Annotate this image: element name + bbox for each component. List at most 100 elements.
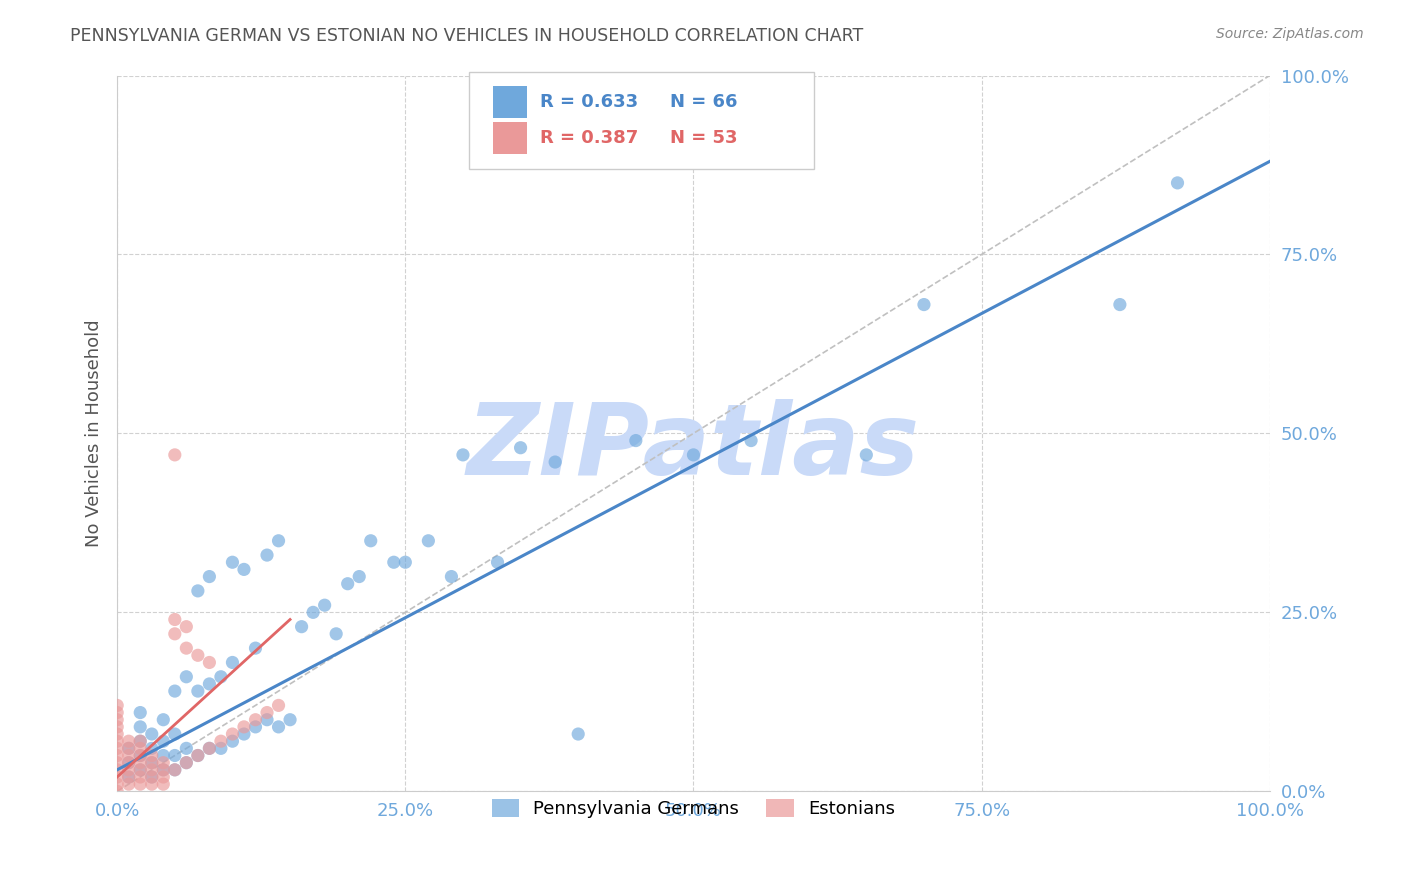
FancyBboxPatch shape — [494, 87, 527, 118]
Point — [163, 448, 186, 462]
Point — [245, 713, 267, 727]
Point — [141, 727, 163, 741]
Point — [233, 720, 256, 734]
Point — [509, 441, 531, 455]
Point — [302, 605, 325, 619]
Point — [129, 777, 152, 791]
Point — [152, 763, 174, 777]
Point — [198, 677, 221, 691]
Point — [682, 448, 704, 462]
Point — [141, 756, 163, 770]
Point — [347, 569, 370, 583]
Legend: Pennsylvania Germans, Estonians: Pennsylvania Germans, Estonians — [485, 791, 903, 825]
Point — [176, 756, 198, 770]
Point — [118, 741, 141, 756]
Text: R = 0.387: R = 0.387 — [540, 128, 638, 147]
Point — [118, 770, 141, 784]
Point — [187, 748, 209, 763]
Point — [118, 777, 141, 791]
Point — [209, 670, 232, 684]
Point — [152, 734, 174, 748]
Point — [624, 434, 647, 448]
Point — [129, 734, 152, 748]
Point — [105, 698, 128, 713]
Point — [163, 684, 186, 698]
Point — [176, 641, 198, 656]
Point — [278, 713, 301, 727]
FancyBboxPatch shape — [494, 122, 527, 153]
Point — [152, 770, 174, 784]
Point — [855, 448, 877, 462]
Point — [105, 748, 128, 763]
Point — [141, 770, 163, 784]
Point — [105, 727, 128, 741]
Point — [118, 756, 141, 770]
Point — [198, 569, 221, 583]
Point — [129, 748, 152, 763]
Point — [105, 713, 128, 727]
Point — [567, 727, 589, 741]
Text: N = 53: N = 53 — [671, 128, 738, 147]
Point — [418, 533, 440, 548]
Point — [740, 434, 762, 448]
Point — [105, 741, 128, 756]
Point — [152, 763, 174, 777]
Point — [267, 533, 290, 548]
Point — [129, 756, 152, 770]
Point — [163, 627, 186, 641]
Point — [176, 620, 198, 634]
Point — [141, 748, 163, 763]
Point — [118, 763, 141, 777]
Point — [245, 720, 267, 734]
Point — [163, 613, 186, 627]
Point — [187, 748, 209, 763]
Text: R = 0.633: R = 0.633 — [540, 93, 638, 111]
Point — [118, 756, 141, 770]
Point — [360, 533, 382, 548]
Point — [394, 555, 416, 569]
Point — [163, 727, 186, 741]
Point — [152, 713, 174, 727]
Text: N = 66: N = 66 — [671, 93, 738, 111]
Point — [256, 713, 278, 727]
Point — [1109, 297, 1132, 311]
Point — [141, 777, 163, 791]
Point — [118, 741, 141, 756]
Point — [129, 734, 152, 748]
Point — [198, 741, 221, 756]
Point — [233, 562, 256, 576]
Point — [198, 741, 221, 756]
Point — [105, 770, 128, 784]
Point — [267, 698, 290, 713]
Point — [451, 448, 474, 462]
Point — [233, 727, 256, 741]
Point — [105, 784, 128, 798]
Point — [152, 756, 174, 770]
Point — [187, 583, 209, 598]
Point — [141, 763, 163, 777]
Point — [325, 627, 347, 641]
Point — [221, 656, 243, 670]
Point — [105, 734, 128, 748]
Point — [129, 706, 152, 720]
Point — [105, 763, 128, 777]
Point — [209, 734, 232, 748]
Point — [176, 756, 198, 770]
Point — [291, 620, 314, 634]
Point — [152, 777, 174, 791]
Point — [187, 648, 209, 663]
Point — [198, 656, 221, 670]
Point — [267, 720, 290, 734]
Point — [256, 706, 278, 720]
Point — [440, 569, 463, 583]
Text: ZIPatlas: ZIPatlas — [467, 400, 920, 496]
Point — [163, 763, 186, 777]
Point — [118, 748, 141, 763]
Point — [912, 297, 935, 311]
FancyBboxPatch shape — [468, 72, 814, 169]
Point — [382, 555, 405, 569]
Point — [105, 756, 128, 770]
Point — [163, 763, 186, 777]
Point — [105, 720, 128, 734]
Point — [256, 548, 278, 562]
